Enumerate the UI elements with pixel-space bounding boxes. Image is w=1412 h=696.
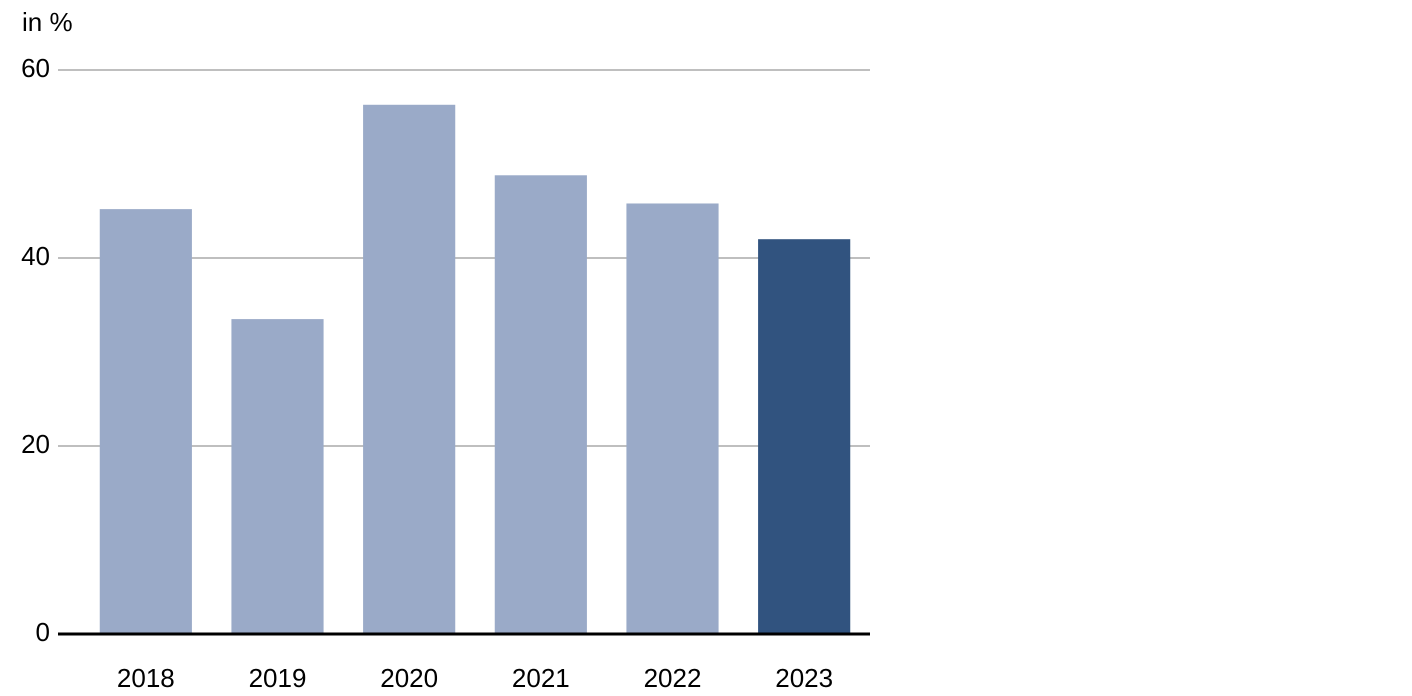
- y-tick-label: 0: [36, 617, 50, 647]
- y-tick-label: 60: [21, 53, 50, 83]
- bar: [100, 209, 192, 634]
- bar: [231, 319, 323, 634]
- x-tick-label: 2023: [775, 663, 833, 693]
- y-tick-label: 40: [21, 241, 50, 271]
- bar-chart: 0 20 40 60 2018 2019 2020 2021 2022 2023 in %: [0, 0, 1412, 696]
- y-axis-unit-label: in %: [22, 7, 73, 37]
- x-tick-label: 2020: [380, 663, 438, 693]
- x-tick-label: 2022: [644, 663, 702, 693]
- bar: [626, 203, 718, 634]
- x-tick-label: 2021: [512, 663, 570, 693]
- x-tick-label: 2019: [249, 663, 307, 693]
- bar: [495, 175, 587, 634]
- x-tick-label: 2018: [117, 663, 175, 693]
- bar: [758, 239, 850, 634]
- bar: [363, 105, 455, 634]
- y-tick-label: 20: [21, 429, 50, 459]
